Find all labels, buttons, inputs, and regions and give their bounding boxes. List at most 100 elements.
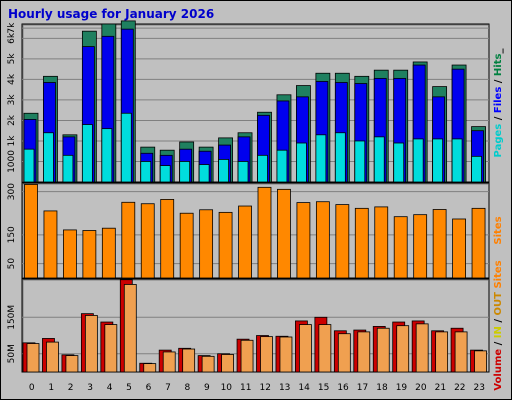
side-label-part: OUT <box>493 292 504 316</box>
x-tick-label: 17 <box>357 383 368 393</box>
x-axis: 0 1 2 3 4 5 6 7 8 9 10 11 12 13 14 15 16 17 18 19 20 21 22 23 <box>29 383 485 393</box>
x-tick-label: 16 <box>337 383 349 393</box>
bar-pages-9 <box>198 164 210 183</box>
x-tick-label: 14 <box>298 383 310 393</box>
x-tick-label: 8 <box>185 383 191 393</box>
bar-sites-19 <box>393 216 408 279</box>
panel-bottom: 50M 150M Volume / IN / OUT Sites <box>7 260 504 390</box>
side-label-part: / <box>493 315 504 326</box>
side-label-part: Sites <box>493 260 504 288</box>
bar-sites-6 <box>140 203 155 279</box>
y-tick-label: 6k <box>7 32 17 44</box>
x-tick-label: 20 <box>415 383 427 393</box>
bar-pages-20 <box>412 138 424 183</box>
panel-background <box>21 182 490 279</box>
bar-out-22 <box>454 331 468 373</box>
bar-sites-5 <box>121 201 136 279</box>
side-label-part: Volume <box>493 349 504 391</box>
bar-sites-7 <box>160 199 175 279</box>
bar-sites-4 <box>101 227 116 279</box>
bar-pages-15 <box>315 134 327 183</box>
bar-pages-8 <box>179 161 191 183</box>
bar-out-1 <box>46 341 59 373</box>
x-tick-label: 3 <box>87 383 93 393</box>
y-tick-label: 150M <box>7 305 17 330</box>
bar-pages-2 <box>62 154 74 183</box>
bar-pages-10 <box>218 159 229 183</box>
bar-sites-14 <box>296 202 311 279</box>
x-tick-label: 7 <box>165 383 171 393</box>
y-tick-label: 50M <box>7 344 17 363</box>
bar-pages-21 <box>432 138 444 183</box>
side-label-part: Hits <box>493 54 504 77</box>
bar-pages-13 <box>276 149 288 183</box>
y-tick-label: 1k <box>7 135 17 147</box>
bar-pages-12 <box>257 154 268 183</box>
panel-middle: 50 150 300 Sites <box>7 182 504 279</box>
bar-sites-23 <box>471 207 486 279</box>
bar-out-7 <box>162 351 176 373</box>
bar-pages-23 <box>471 155 482 183</box>
bar-pages-4 <box>101 128 113 183</box>
bar-out-8 <box>182 348 196 373</box>
x-tick-label: 19 <box>396 383 408 393</box>
panel-background <box>21 278 490 373</box>
bar-out-15 <box>318 324 332 373</box>
y-tick-label: 5k <box>7 53 17 65</box>
side-label-part: Sites <box>493 216 504 244</box>
x-tick-label: 5 <box>126 383 132 393</box>
bar-sites-12 <box>257 186 272 279</box>
panel-side-label: Pages / Files / Hits_ <box>493 49 504 158</box>
x-tick-label: 11 <box>240 383 251 393</box>
bar-pages-0 <box>23 148 35 183</box>
side-label-part: Pages <box>493 124 504 158</box>
y-tick-label: 50 <box>7 258 17 270</box>
bar-sites-21 <box>432 209 447 279</box>
y-tick-label: 1000 <box>7 150 17 173</box>
bar-out-17 <box>357 331 371 373</box>
bar-pages-19 <box>393 142 405 183</box>
bar-sites-22 <box>452 218 466 279</box>
panel-side-label: Sites <box>493 216 504 244</box>
bar-sites-13 <box>277 188 291 279</box>
bar-pages-18 <box>373 136 385 183</box>
bar-out-2 <box>65 355 79 373</box>
x-tick-label: 21 <box>435 383 446 393</box>
y-tick-label: 3k <box>7 94 17 106</box>
side-label-part: / <box>493 338 504 349</box>
bar-sites-1 <box>43 210 58 279</box>
bar-out-12 <box>260 336 273 373</box>
bar-pages-5 <box>120 112 132 183</box>
bar-pages-6 <box>140 161 152 183</box>
y-tick-label: 2k <box>7 114 17 126</box>
bar-out-14 <box>299 324 312 373</box>
bar-out-23 <box>474 350 487 373</box>
bar-pages-16 <box>334 132 346 183</box>
x-tick-label: 9 <box>204 383 210 393</box>
bar-pages-1 <box>43 132 54 183</box>
x-tick-label: 4 <box>107 383 113 393</box>
panel-background <box>21 23 490 183</box>
x-tick-label: 22 <box>454 383 465 393</box>
bar-out-0 <box>26 343 40 373</box>
bar-sites-17 <box>354 207 369 279</box>
x-tick-label: 6 <box>146 383 152 393</box>
bar-out-19 <box>396 325 410 373</box>
bar-out-5 <box>123 284 137 373</box>
bar-out-6 <box>143 363 157 373</box>
side-label-part: / <box>493 113 504 124</box>
bar-sites-0 <box>24 184 38 279</box>
side-label-part: _ <box>493 49 504 54</box>
side-label-part: IN <box>493 326 504 338</box>
bar-pages-3 <box>81 124 93 183</box>
y-tick-label: 7k <box>7 22 17 34</box>
y-tick-label: 300 <box>7 183 17 200</box>
bar-sites-16 <box>335 204 350 279</box>
x-tick-label: 12 <box>260 383 271 393</box>
bar-sites-20 <box>413 214 428 279</box>
bar-sites-15 <box>315 201 330 279</box>
x-tick-label: 13 <box>279 383 290 393</box>
panel-side-label: Volume / IN / OUT Sites <box>493 260 504 390</box>
side-label-part: / <box>493 76 504 87</box>
